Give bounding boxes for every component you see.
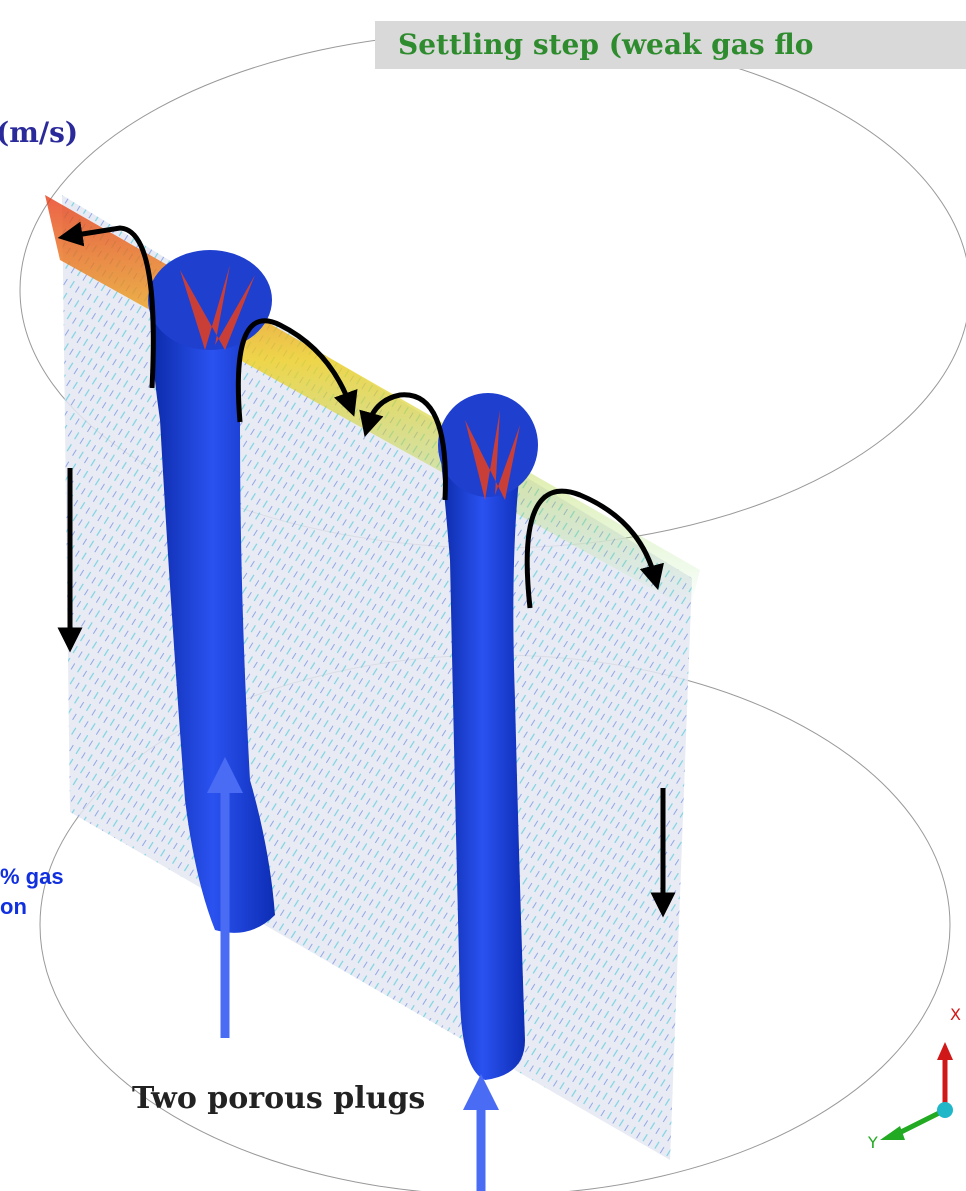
title: Settling step (weak gas flo bbox=[398, 28, 813, 61]
plume-left-top bbox=[148, 250, 272, 350]
axis-triad: X Y bbox=[867, 1005, 961, 1152]
gas-label: % gas bbox=[0, 864, 64, 889]
axis-x: X bbox=[950, 1005, 961, 1024]
gas-label: on bbox=[0, 894, 27, 919]
plugs-label: Two porous plugs bbox=[132, 1081, 425, 1116]
axis-y: Y bbox=[867, 1133, 878, 1152]
unit-label: (m/s) bbox=[0, 116, 78, 149]
visualization: Settling step (weak gas flo (m/s) % gas … bbox=[0, 0, 966, 1191]
